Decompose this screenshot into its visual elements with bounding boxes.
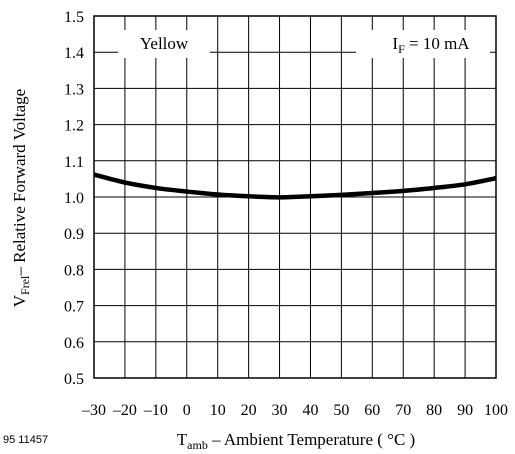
y-tick-label: 1.2 [64, 118, 84, 135]
x-tick-labels: –30 –20 –10 0 10 20 30 40 50 60 70 80 90 100 [81, 402, 508, 419]
x-axis-title: Tamb – Ambient Temperature ( °C ) [177, 430, 415, 452]
y-tick-label: 1.3 [64, 81, 84, 98]
plot-frame [93, 15, 497, 379]
x-axis-title-subscript: amb [187, 438, 208, 452]
series-layer [93, 172, 497, 200]
condition-subscript: F [398, 42, 405, 56]
x-tick-label: 90 [457, 402, 473, 419]
x-tick-label: 10 [210, 402, 226, 419]
series-annotation: Yellow [140, 34, 189, 53]
x-tick-label: 30 [272, 402, 288, 419]
y-tick-label: 0.6 [64, 335, 84, 352]
x-tick-label: 40 [302, 402, 318, 419]
condition-value: = 10 mA [405, 34, 471, 53]
y-tick-label: 0.5 [64, 371, 84, 388]
x-tick-label: 60 [364, 402, 380, 419]
x-tick-label: 70 [395, 402, 411, 419]
x-tick-label: –20 [112, 402, 137, 419]
series-annotation-background [118, 30, 210, 58]
x-tick-label: 80 [426, 402, 442, 419]
condition-annotation-background [356, 30, 490, 58]
y-tick-labels: 0.5 0.6 0.7 0.8 0.9 1.0 1.1 1.2 1.3 1.4 1.5 [64, 9, 84, 388]
y-axis-title-text: – Relative Forward Voltage [10, 89, 29, 277]
x-tick-label: 20 [241, 402, 257, 419]
x-axis-title-symbol: T [177, 430, 188, 449]
x-tick-label: 0 [183, 402, 191, 419]
y-tick-label: 1.5 [64, 9, 84, 26]
condition-symbol: I [392, 34, 398, 53]
x-axis-title-text: – Ambient Temperature ( °C ) [208, 430, 415, 449]
y-tick-label: 1.4 [64, 45, 84, 62]
condition-annotation: IF = 10 mA [392, 34, 470, 56]
x-tick-label: –10 [143, 402, 168, 419]
annotation-backgrounds [118, 30, 490, 58]
y-tick-label: 0.7 [64, 299, 84, 316]
y-axis-title: VFrel– Relative Forward Voltage [10, 89, 32, 307]
y-tick-label: 1.1 [64, 154, 84, 171]
y-tick-label: 0.9 [64, 226, 84, 243]
y-tick-label: 0.8 [64, 262, 84, 279]
y-tick-label: 1.0 [64, 190, 84, 207]
y-axis-title-subscript: Frel [18, 275, 32, 295]
series-line [93, 172, 497, 200]
y-axis-title-symbol: V [10, 294, 29, 307]
x-tick-label: 100 [484, 402, 508, 419]
figure-code: 95 11457 [3, 434, 48, 446]
x-tick-label: 50 [333, 402, 349, 419]
x-tick-label: –30 [81, 402, 106, 419]
